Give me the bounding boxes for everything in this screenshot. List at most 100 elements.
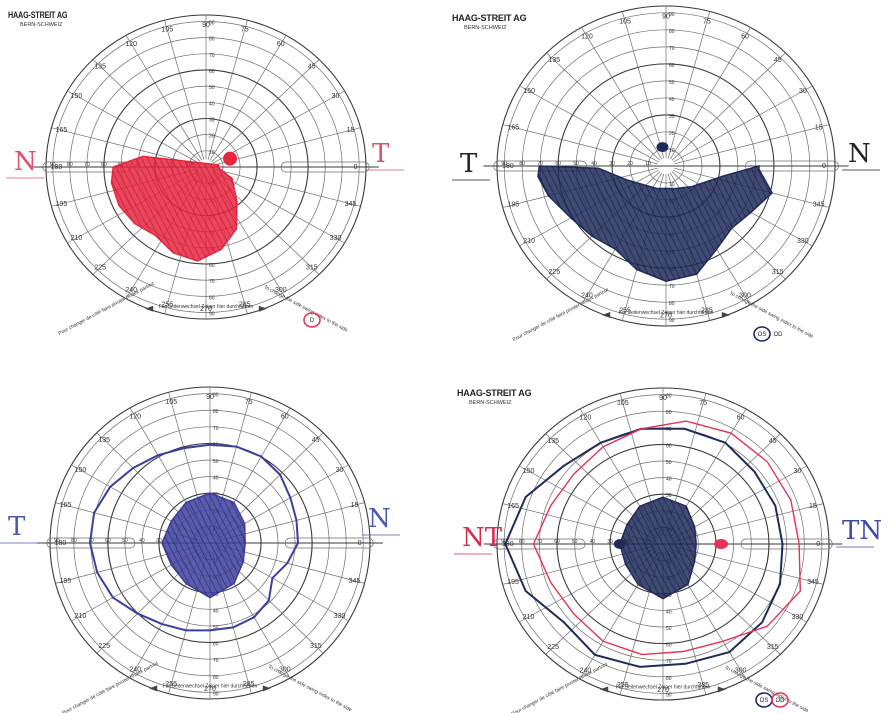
index-arrow-left xyxy=(601,312,611,318)
ring-label: 20 xyxy=(627,161,633,167)
degree-label: 150 xyxy=(523,468,535,475)
ring-label: 90 xyxy=(669,12,675,18)
hatch-line xyxy=(619,497,697,599)
hatch-line xyxy=(538,166,681,282)
ring-label: 80 xyxy=(666,676,672,682)
index-arrow-right xyxy=(717,686,727,693)
hatch-line xyxy=(619,497,697,599)
ring-label: 60 xyxy=(209,69,215,75)
meridian xyxy=(674,124,830,165)
scale-bar-right xyxy=(284,537,374,549)
degree-label: 90 xyxy=(662,13,670,20)
meridian xyxy=(125,35,203,161)
hatch-line xyxy=(162,493,246,598)
ring-label: 70 xyxy=(666,659,672,665)
ring-label: 60 xyxy=(555,161,561,167)
ring-label: 90 xyxy=(209,312,215,318)
meridian xyxy=(51,127,199,166)
degree-label: 105 xyxy=(619,18,631,25)
degree-label: 105 xyxy=(617,400,629,407)
handwritten-side-left: T xyxy=(8,512,26,542)
ring-label: 70 xyxy=(666,427,672,433)
ring-label: 80 xyxy=(213,409,219,415)
ring-label: 80 xyxy=(209,37,215,43)
hatch-line xyxy=(137,156,237,261)
ring-label: 90 xyxy=(666,692,672,698)
hatch-line xyxy=(162,493,246,598)
degree-label: 285 xyxy=(243,681,255,688)
ring-label: 90 xyxy=(669,318,675,324)
index-arrow-right xyxy=(721,312,731,318)
hatch-line xyxy=(131,156,237,261)
ring-label: 70 xyxy=(537,539,543,545)
ring-label: 90 xyxy=(213,691,219,697)
degree-label: 210 xyxy=(71,235,83,242)
index-arrow-left xyxy=(145,305,154,312)
degree-label: 120 xyxy=(125,41,137,48)
meridian xyxy=(519,85,659,163)
ring-label: 50 xyxy=(573,161,579,167)
index-arrow-right xyxy=(258,305,267,312)
ring-label: 80 xyxy=(669,29,675,35)
meridian xyxy=(670,545,824,585)
hatch-line xyxy=(619,497,697,599)
handwritten-side-right: T xyxy=(372,139,390,169)
ring-label: 50 xyxy=(572,539,578,545)
degree-label: 300 xyxy=(279,666,291,673)
ring-label: 40 xyxy=(666,609,672,615)
brand-name: HAAG-STREIT AG xyxy=(452,13,527,23)
degree-label: 0 xyxy=(816,541,820,548)
meridian xyxy=(669,27,751,160)
ring-label: 70 xyxy=(209,53,215,59)
degree-label: 330 xyxy=(792,614,804,621)
hatch-line xyxy=(111,156,237,261)
hatch-line xyxy=(619,497,697,599)
isopter-line xyxy=(88,443,300,632)
degree-label: 195 xyxy=(508,202,520,209)
degree-label: 330 xyxy=(797,238,809,245)
hatch-line xyxy=(346,6,506,326)
degree-label: 210 xyxy=(523,614,535,621)
switch-note-right: To change the side swing index to the si… xyxy=(263,284,349,334)
degree-label: 0 xyxy=(358,540,362,547)
handwritten-side-right: N xyxy=(368,504,391,534)
hatch-line xyxy=(162,493,246,598)
meridian xyxy=(213,168,361,207)
meridian xyxy=(164,20,205,160)
ring-label: 80 xyxy=(666,410,672,416)
ring-label: 60 xyxy=(213,642,219,648)
ring-label: 20 xyxy=(669,131,675,137)
ring-label: 40 xyxy=(209,101,215,107)
eye-circle xyxy=(303,312,321,328)
degree-label: 15 xyxy=(351,502,359,509)
ring-label: 40 xyxy=(139,538,145,544)
degree-label: 180 xyxy=(51,164,63,171)
ring-label: 90 xyxy=(54,538,60,544)
meridian xyxy=(92,59,201,162)
meridian xyxy=(546,52,661,161)
degree-label: 120 xyxy=(129,414,141,421)
degree-label: 315 xyxy=(772,269,784,276)
hatch-line xyxy=(162,493,246,598)
eye-circle xyxy=(753,326,771,342)
degree-label: 45 xyxy=(774,57,782,64)
eye-label-od: OD xyxy=(774,332,784,338)
degree-label: 300 xyxy=(735,667,747,674)
ring-label: 50 xyxy=(213,459,219,465)
hatch-line xyxy=(111,156,215,261)
ring-label: 40 xyxy=(591,161,597,167)
ring-label: 70 xyxy=(537,161,543,167)
ring-label: 60 xyxy=(554,539,560,545)
degree-label: 240 xyxy=(125,287,137,294)
brand-location: BERN-SCHWEIZ xyxy=(20,22,63,28)
degree-label: 45 xyxy=(769,438,777,445)
hatch-line xyxy=(111,156,237,261)
hatch-line xyxy=(619,497,697,599)
ring-label: 70 xyxy=(213,658,219,664)
handwritten-side-left: T xyxy=(460,149,478,179)
hatch-line xyxy=(111,156,237,261)
eye-label-d: D xyxy=(310,318,315,324)
ring-label: 80 xyxy=(213,675,219,681)
hatch-line xyxy=(162,493,246,598)
switch-note-right: To change the side swing index to the si… xyxy=(724,665,810,713)
